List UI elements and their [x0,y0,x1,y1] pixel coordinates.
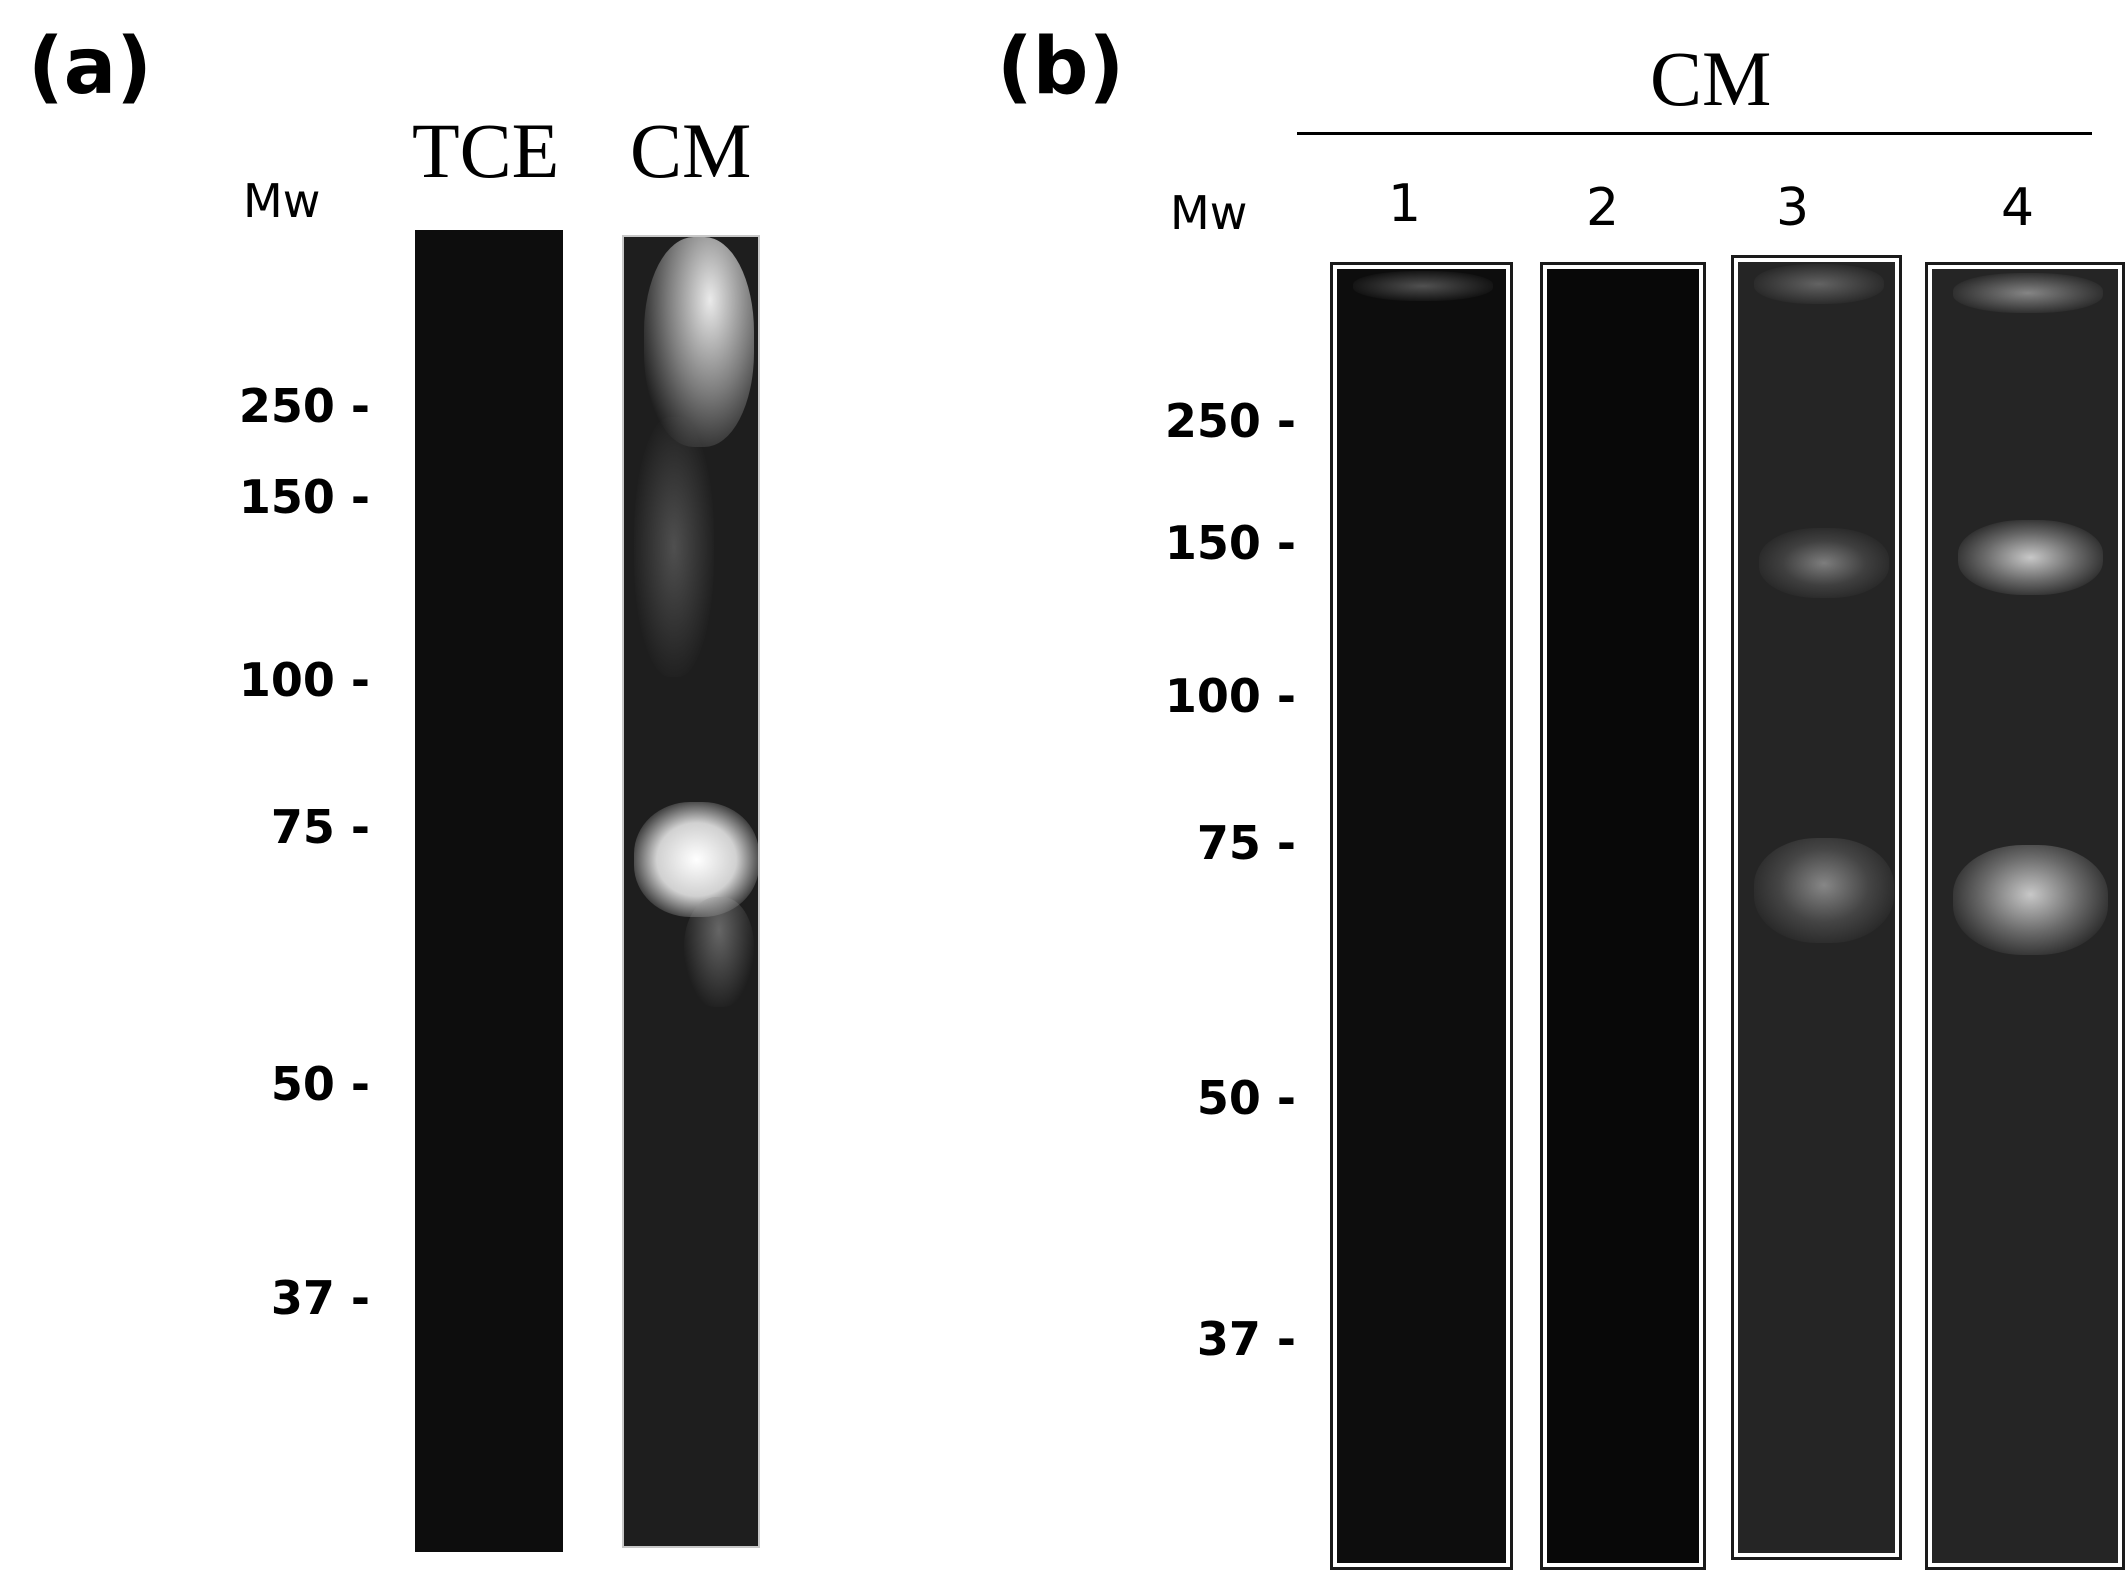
lane-number-2: 2 [1586,178,1620,238]
mw-marker-a-50: 50 - [270,1057,370,1111]
band-lane4-150kda [1958,520,2103,595]
group-underline [1297,132,2092,135]
gel-lane-1 [1330,262,1513,1570]
band-cm-tail [684,897,754,1007]
panel-a-label: (a) [28,22,152,112]
lane-number-4: 4 [2001,178,2035,238]
lane-label-tce: TCE [412,107,560,194]
mw-marker-b-50: 50 - [1196,1071,1296,1125]
band-lane3-well [1754,264,1884,304]
lane-number-1: 1 [1388,174,1422,234]
gel-lane-cm [622,235,760,1548]
mw-marker-a-250: 250 - [238,379,370,433]
mw-marker-a-75: 75 - [270,800,370,854]
mw-marker-a-100: 100 - [238,653,370,707]
mw-marker-b-37: 37 - [1196,1312,1296,1366]
gel-lane-tce [415,230,563,1552]
lane-number-3: 3 [1776,178,1810,238]
band-cm-smear-top [644,237,754,447]
gel-lane-3 [1731,255,1902,1560]
panel-b-label: (b) [997,22,1125,112]
band-lane4-well [1953,273,2103,313]
mw-header-a: Mw [243,174,321,228]
mw-header-b: Mw [1170,186,1248,240]
group-label-cm: CM [1650,35,1772,122]
band-cm-smear-mid [634,417,714,677]
mw-marker-b-150: 150 - [1164,516,1296,570]
mw-marker-b-100: 100 - [1164,669,1296,723]
band-lane3-75kda [1754,838,1894,943]
gel-lane-4 [1925,262,2125,1570]
band-lane3-150kda [1759,528,1889,598]
mw-marker-b-75: 75 - [1196,816,1296,870]
band-cm-75kda [634,802,758,917]
mw-marker-a-37: 37 - [270,1271,370,1325]
band-lane4-75kda [1953,845,2108,955]
lane-label-cm: CM [630,107,752,194]
gel-lane-2 [1540,262,1706,1570]
mw-marker-a-150: 150 - [238,470,370,524]
band-lane1-well [1353,271,1493,301]
mw-marker-b-250: 250 - [1164,394,1296,448]
